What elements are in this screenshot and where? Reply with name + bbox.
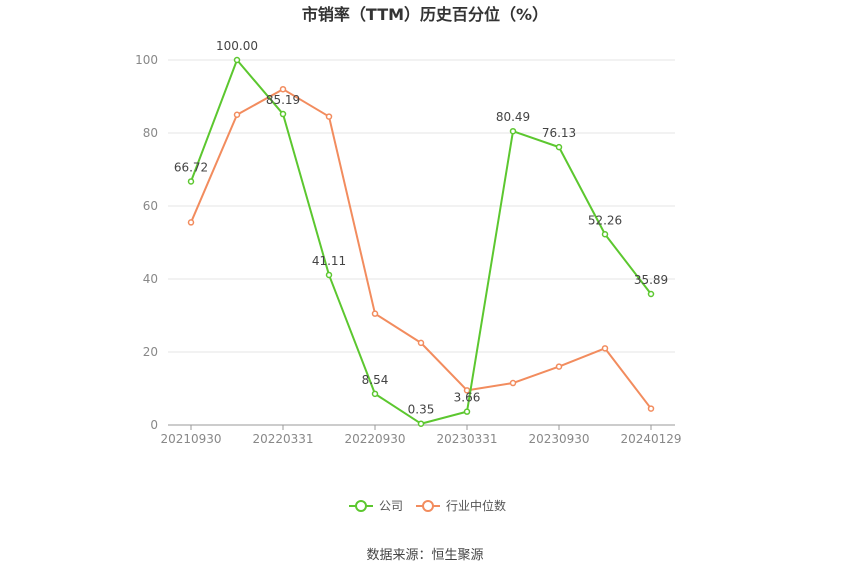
legend-marker-icon — [355, 500, 367, 512]
axes: 20210930 20220331 20220930 20230331 20230930… — [160, 424, 682, 446]
series-line-1 — [190, 88, 652, 410]
data-label: 35.89 — [634, 273, 668, 287]
data-labels: 66.72 100.00 85.19 41.11 8.54 0.35 3.66 80.49 76… — [174, 39, 668, 417]
y-tick-label: 20 — [143, 345, 158, 359]
data-point[interactable] — [233, 56, 241, 64]
x-tick-label: 20220331 — [252, 432, 313, 446]
data-label: 66.72 — [174, 160, 208, 174]
series-line-0 — [190, 59, 652, 425]
source-text: 数据来源：恒生聚源 — [366, 548, 483, 563]
data-point[interactable] — [187, 219, 195, 226]
chart-title: 市销率（TTM）历史百分位（%） — [302, 5, 548, 24]
legend[interactable]: 公司 行业中位数 — [349, 498, 506, 513]
data-point[interactable] — [647, 290, 655, 298]
y-tick-label: 0 — [150, 418, 158, 432]
data-point[interactable] — [601, 345, 609, 352]
data-point[interactable] — [417, 339, 425, 347]
data-label: 76.13 — [542, 126, 576, 140]
data-label: 80.49 — [496, 110, 530, 124]
data-point[interactable] — [325, 113, 333, 120]
data-point[interactable] — [279, 85, 287, 93]
data-point[interactable] — [325, 271, 333, 279]
data-point[interactable] — [555, 143, 563, 151]
data-point[interactable] — [555, 363, 563, 370]
x-tick-label: 20230930 — [528, 432, 589, 446]
data-label: 0.35 — [408, 403, 435, 417]
y-tick-label: 100 — [135, 53, 158, 67]
x-tick-label: 20210930 — [160, 432, 221, 446]
y-tick-label: 60 — [143, 199, 158, 213]
data-point[interactable] — [601, 231, 609, 238]
y-tick-label: 40 — [143, 272, 158, 286]
legend-label: 公司 — [379, 499, 403, 513]
x-tick-label: 20220930 — [344, 432, 405, 446]
data-point[interactable] — [417, 420, 425, 427]
data-point[interactable] — [463, 408, 471, 415]
grid-lines: 0 20 40 60 80 100 — [135, 53, 675, 432]
x-tick-label: 20230331 — [436, 432, 497, 446]
data-label: 100.00 — [216, 39, 258, 53]
data-point[interactable] — [371, 310, 379, 317]
legend-marker-icon — [422, 500, 434, 512]
data-point[interactable] — [279, 110, 287, 118]
data-label: 8.54 — [362, 373, 389, 387]
legend-item-0[interactable]: 公司 — [349, 499, 403, 513]
data-label: 3.66 — [454, 391, 481, 405]
data-point[interactable] — [187, 178, 195, 185]
x-tick-label: 20240129 — [620, 432, 681, 446]
data-label: 52.26 — [588, 213, 622, 227]
data-label: 85.19 — [266, 93, 300, 107]
data-point[interactable] — [233, 111, 241, 118]
data-point[interactable] — [647, 405, 655, 412]
data-label: 41.11 — [312, 254, 346, 268]
y-tick-label: 80 — [143, 126, 158, 140]
legend-label: 行业中位数 — [446, 498, 506, 513]
data-point[interactable] — [509, 379, 517, 387]
legend-item-1[interactable]: 行业中位数 — [416, 498, 506, 513]
data-point[interactable] — [509, 127, 517, 135]
data-point[interactable] — [371, 390, 379, 398]
series-layer — [187, 56, 655, 427]
